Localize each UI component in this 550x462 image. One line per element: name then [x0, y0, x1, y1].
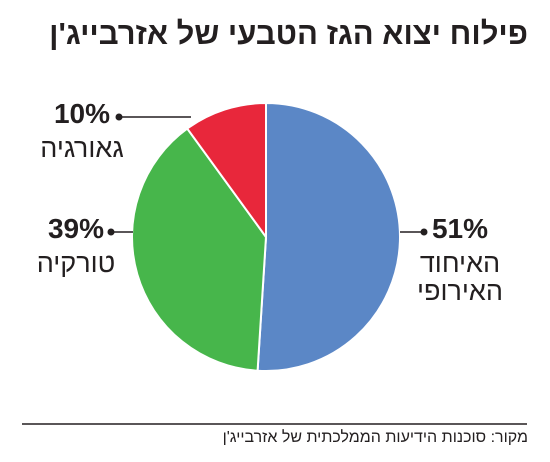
chart-title: פילוח יצוא הגז הטבעי של אזרבייג'ן — [49, 16, 528, 51]
leader-dot — [107, 228, 115, 236]
category-label: גאורגיה — [40, 133, 124, 163]
value-label: 10% — [53, 98, 111, 129]
category-label: טורקיה — [36, 248, 116, 278]
value-label: 51% — [431, 213, 489, 244]
pie-slice — [185, 101, 267, 241]
leader-dot — [115, 113, 123, 121]
value-label: 39% — [47, 213, 105, 244]
pie-slice — [131, 127, 268, 372]
source-note: מקור: סוכנות הידיעות הממלכתית של אזרבייג… — [222, 429, 528, 446]
pie-slice — [256, 101, 401, 372]
leader-dot — [420, 228, 428, 236]
category-label: האיחוד האירופי — [417, 248, 503, 307]
